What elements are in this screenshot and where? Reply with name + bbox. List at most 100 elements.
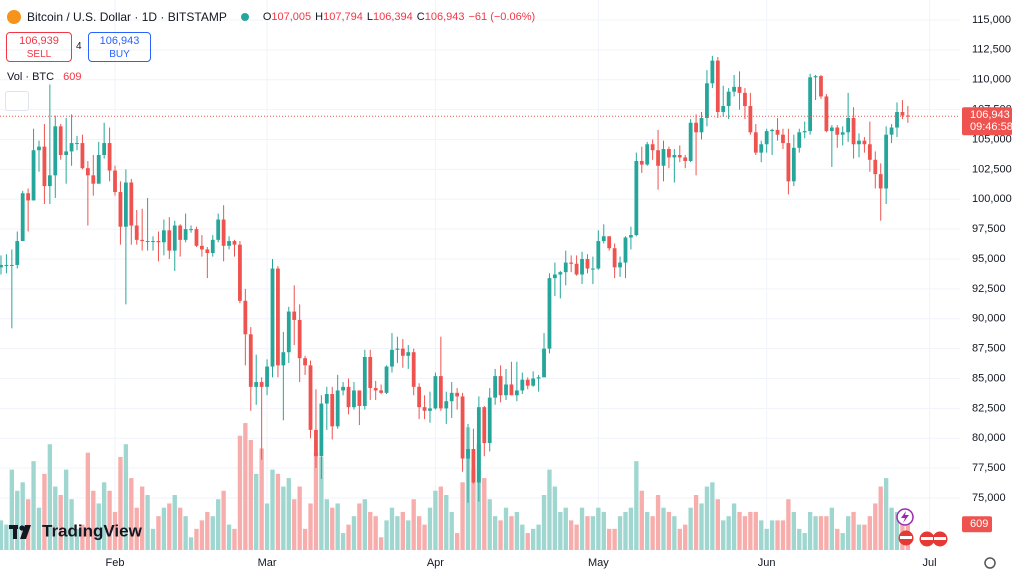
- candle-body: [770, 129, 775, 132]
- volume-bar: [721, 520, 726, 550]
- volume-bar: [454, 533, 460, 550]
- volume-bar: [281, 486, 286, 550]
- volume-title: Vol · BTC: [7, 71, 55, 83]
- collapse-button[interactable]: [5, 91, 29, 111]
- candle-body: [91, 175, 96, 184]
- y-tick-label: 90,000: [972, 313, 1006, 325]
- volume-bar: [688, 507, 693, 550]
- candle-body: [189, 229, 193, 231]
- candle-body: [406, 352, 411, 356]
- candle-body: [129, 182, 134, 226]
- sell-label: SELL: [26, 49, 52, 60]
- volume-bar: [275, 473, 281, 550]
- candle-body: [743, 92, 747, 107]
- volume-bar: [845, 516, 851, 550]
- volume-bar: [715, 499, 720, 550]
- buy-button[interactable]: 106,943 BUY: [88, 32, 151, 62]
- volume-bar: [525, 533, 530, 550]
- sell-button[interactable]: 106,939 SELL: [6, 32, 72, 62]
- volume-bar: [710, 482, 715, 550]
- candle-body: [683, 157, 688, 161]
- volume-bar: [661, 507, 666, 550]
- volume-bar: [552, 486, 558, 550]
- ohlc-legend: O107,005 H107,794 L106,394 C106,943 −61 (−0.…: [263, 11, 535, 23]
- volume-bar: [628, 507, 634, 550]
- candle-body: [80, 143, 85, 169]
- candle-body: [444, 401, 449, 409]
- volume-bar: [894, 511, 900, 550]
- volume-bar: [150, 528, 156, 550]
- volume-bar: [400, 511, 406, 550]
- y-tick-label: 77,500: [972, 462, 1006, 474]
- volume-bar: [704, 486, 710, 550]
- volume-bar: [818, 516, 824, 550]
- y-tick-label: 87,500: [972, 343, 1006, 355]
- candle-body: [411, 352, 416, 387]
- candle-body: [748, 106, 753, 133]
- volume-bar: [31, 461, 36, 550]
- x-tick-label: May: [588, 557, 609, 569]
- candle-body: [552, 274, 557, 279]
- candle-body: [884, 134, 889, 189]
- candle-body: [438, 376, 443, 409]
- candle-body: [786, 143, 791, 182]
- volume-bar: [498, 520, 503, 550]
- volume-bar: [20, 482, 25, 550]
- volume-bar: [216, 499, 221, 550]
- change: −61 (−0.06%): [468, 11, 536, 23]
- candle-body: [618, 262, 622, 268]
- candle-body: [449, 392, 454, 402]
- coin-icon: [7, 10, 21, 24]
- volume-bar: [574, 524, 579, 550]
- y-tick-label: 82,500: [972, 402, 1006, 414]
- candle-body: [216, 219, 221, 240]
- candle-body: [319, 403, 324, 457]
- volume-bar: [683, 524, 688, 550]
- ohlc-key: H: [315, 11, 324, 23]
- volume-bar: [444, 495, 449, 550]
- volume-bar: [759, 520, 764, 550]
- volume-bar: [389, 507, 395, 550]
- buy-price: 106,943: [99, 35, 140, 47]
- candle-body: [525, 379, 530, 386]
- volume-bar: [286, 478, 291, 550]
- volume-bar: [786, 499, 791, 550]
- settings-icon[interactable]: [984, 557, 996, 569]
- candle-body: [243, 300, 248, 335]
- volume-bar: [248, 440, 253, 550]
- candle-body: [471, 449, 476, 483]
- candle-body: [102, 143, 107, 156]
- volume-bar: [226, 524, 232, 550]
- market-status: [240, 13, 249, 21]
- volume-bar: [835, 528, 840, 550]
- volume-bar: [862, 524, 867, 550]
- candle-body: [47, 175, 52, 187]
- volume-bar: [563, 507, 568, 550]
- candle-body: [58, 126, 63, 156]
- volume-bar: [85, 452, 91, 550]
- candle-body: [37, 146, 41, 151]
- ohlc-item: H107,794: [315, 11, 363, 23]
- candle-body: [308, 365, 313, 430]
- candle-body: [460, 396, 465, 459]
- volume-bar: [492, 516, 498, 550]
- y-tick-label: 97,500: [972, 223, 1006, 235]
- candle-body: [53, 126, 58, 176]
- candle-body: [227, 241, 231, 246]
- candle-body: [726, 91, 731, 107]
- candle-body: [20, 193, 25, 242]
- candle-body: [254, 382, 259, 387]
- volume-bar: [47, 444, 53, 550]
- volume-bar: [362, 499, 367, 550]
- candle-body: [759, 144, 764, 153]
- y-tick-label: 105,000: [972, 133, 1012, 145]
- volume-bar: [514, 511, 520, 550]
- candle-body: [808, 77, 813, 132]
- candle-body: [118, 192, 123, 227]
- volume-bar: [188, 537, 194, 550]
- volume-bar: [80, 524, 85, 550]
- volume-bar: [813, 516, 818, 550]
- candle-body: [292, 311, 297, 320]
- candle-body: [596, 241, 601, 269]
